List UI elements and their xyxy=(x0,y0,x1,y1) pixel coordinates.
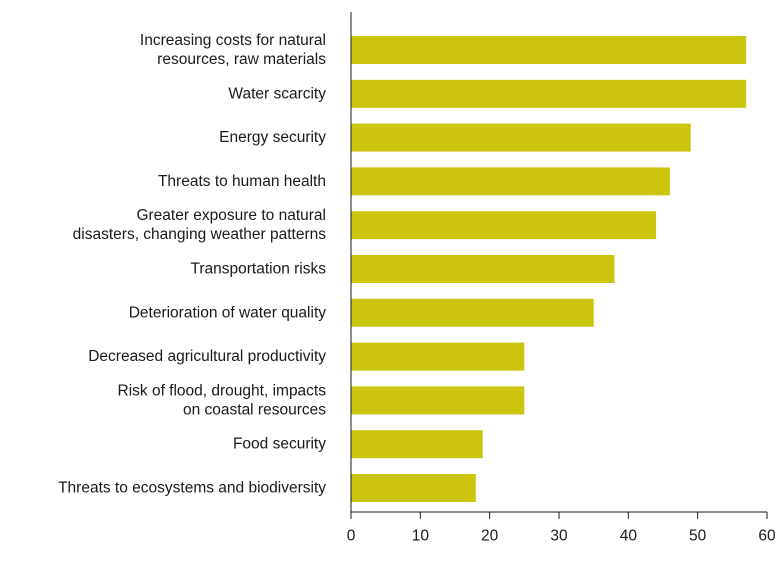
category-label-line: Threats to ecosystems and biodiversity xyxy=(58,480,326,497)
bar xyxy=(351,298,594,327)
x-tick-label: 20 xyxy=(481,528,499,545)
bars-group xyxy=(351,36,747,502)
x-tick-label: 10 xyxy=(412,528,430,545)
bar xyxy=(351,167,670,196)
bar xyxy=(351,474,476,502)
bar xyxy=(351,211,657,240)
category-label-line: Greater exposure to natural xyxy=(136,207,326,224)
category-label-line: resources, raw materials xyxy=(157,51,326,68)
category-label: Threats to ecosystems and biodiversity xyxy=(58,480,326,497)
category-label-line: disasters, changing weather patterns xyxy=(73,226,327,243)
x-tick-label: 40 xyxy=(620,528,638,545)
category-label: Greater exposure to natural disasters, ch… xyxy=(73,207,327,243)
x-tick-label: 30 xyxy=(550,528,568,545)
category-label: Risk of flood, drought, impacts on coasta… xyxy=(118,382,327,418)
category-label-line: Threats to human health xyxy=(158,173,326,190)
category-label-line: Water scarcity xyxy=(228,85,326,102)
bar xyxy=(351,342,525,371)
x-axis-ticks: 0 10 20 30 40 50 60 xyxy=(347,512,776,545)
x-tick-label: 0 xyxy=(347,528,356,545)
category-label: Deterioration of water quality xyxy=(129,304,327,321)
category-label-line: Food security xyxy=(233,436,326,453)
category-label: Food security xyxy=(233,436,326,453)
category-label-line: Increasing costs for natural xyxy=(140,32,326,49)
category-label: Increasing costs for natural resources, r… xyxy=(140,32,326,68)
category-label-line: on coastal resources xyxy=(183,401,326,418)
category-labels: Increasing costs for natural resources, r… xyxy=(58,32,326,497)
x-tick-label: 50 xyxy=(689,528,707,545)
bar xyxy=(351,386,525,415)
bar xyxy=(351,36,747,64)
category-label: Energy security xyxy=(219,129,326,146)
category-label: Water scarcity xyxy=(228,85,326,102)
category-label: Transportation risks xyxy=(190,261,326,278)
bar xyxy=(351,430,483,459)
bar xyxy=(351,255,615,283)
category-label-line: Transportation risks xyxy=(190,261,326,278)
category-label: Threats to human health xyxy=(158,173,326,190)
x-tick-label: 60 xyxy=(758,528,776,545)
category-label-line: Energy security xyxy=(219,129,326,146)
category-label: Decreased agricultural productivity xyxy=(88,348,326,365)
category-label-line: Decreased agricultural productivity xyxy=(88,348,326,365)
category-label-line: Deterioration of water quality xyxy=(129,304,327,321)
bar xyxy=(351,123,691,152)
bar xyxy=(351,79,747,108)
category-label-line: Risk of flood, drought, impacts xyxy=(118,382,327,399)
